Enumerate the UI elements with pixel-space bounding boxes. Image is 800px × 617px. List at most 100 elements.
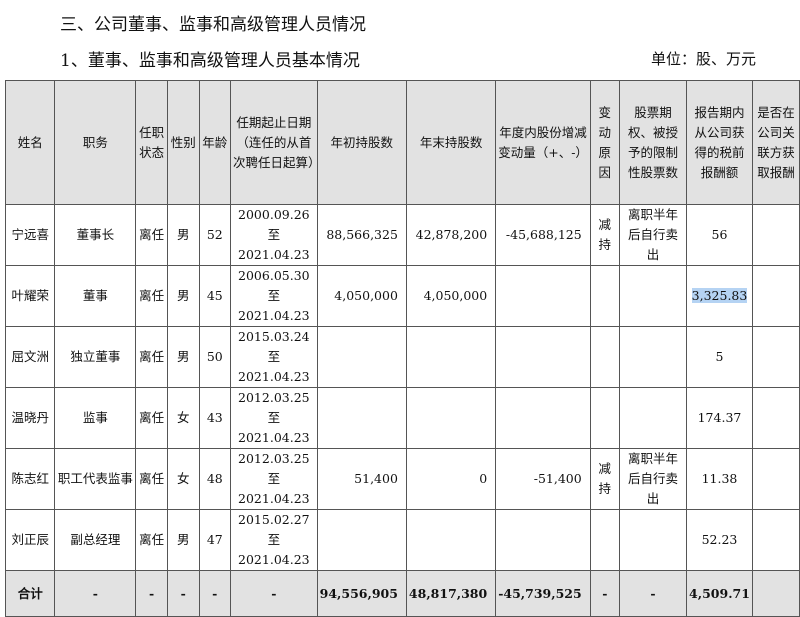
cell-text: 离任 [139, 532, 165, 547]
table-row: 陈志红 职工代表监事 离任女 48 2012.03.25 至 2021.04.23 51,… [4, 448, 800, 510]
table-cell: 离职半年后自行卖出 [618, 204, 688, 266]
table-cell: 11.38 [686, 448, 753, 510]
table-cell: 2015.03.24 至 2021.04.23 [230, 326, 318, 388]
table-cell [751, 204, 800, 266]
table-cell: 43 [198, 387, 232, 449]
table-cell: 离任 [135, 387, 168, 449]
cell-text: 离职半年后自行卖出 [627, 451, 678, 506]
cell-text: 2012.03.25 至 2021.04.23 [238, 390, 310, 445]
table-cell: 宁远喜 [4, 204, 56, 266]
table-cell [495, 265, 591, 327]
cell-text: 离任 [139, 288, 165, 303]
table-row: 温晓丹 监事 离任女 43 2012.03.25 至 2021.04.23 174.37 [4, 387, 800, 449]
cell-text: 男 [176, 288, 190, 303]
column-header: 任职状态 [135, 80, 168, 205]
table-cell: 48 [198, 448, 232, 510]
cell-text: 陈志红 [11, 471, 49, 486]
column-header: 变动原因 [589, 80, 620, 205]
table-cell: 2015.02.27 至 2021.04.23 [230, 509, 318, 571]
section-title: 三、公司董事、监事和高级管理人员情况 [60, 15, 366, 35]
table-cell: 2006.05.30 至 2021.04.23 [230, 265, 318, 327]
table-cell: 男 [166, 326, 200, 388]
total-cell: - [54, 570, 137, 617]
table-cell: 3,325.83 [686, 265, 753, 327]
column-header: 年度内股份增减变动量（+、-） [495, 80, 591, 205]
table-cell [405, 326, 497, 388]
table-cell [589, 265, 620, 327]
table-cell: 离任 [135, 204, 168, 266]
cell-text: 2006.05.30 至 2021.04.23 [238, 268, 310, 323]
cell-text: 刘正辰 [11, 532, 49, 547]
table-cell: 男 [166, 509, 200, 571]
total-cell: 48,817,380 [405, 570, 497, 617]
column-header: 年末持股数 [405, 80, 497, 205]
cell-text[interactable]: 3,325.83 [691, 288, 748, 303]
column-header: 年龄 [198, 80, 232, 205]
cell-text: 宁远喜 [11, 227, 49, 242]
cell-text: 董事长 [76, 227, 115, 242]
cell-text: 离任 [139, 410, 165, 425]
table-cell [751, 387, 800, 449]
table-row: 宁远喜 董事长 离任男 52 2000.09.26 至 2021.04.23 88,566… [4, 204, 800, 266]
table-cell: 0 [405, 448, 497, 510]
cell-text: 独立董事 [70, 349, 121, 364]
column-header: 职务 [54, 80, 137, 205]
table-cell: 2000.09.26 至 2021.04.23 [230, 204, 318, 266]
cell-text: 0 [479, 471, 488, 486]
table-cell: 174.37 [686, 387, 753, 449]
table-cell [589, 509, 620, 571]
cell-text: 52 [206, 227, 223, 242]
cell-text: 88,566,325 [326, 227, 398, 242]
table-cell [618, 509, 688, 571]
cell-text: 叶耀荣 [11, 288, 49, 303]
table-cell [316, 326, 407, 388]
cell-text: 5 [715, 349, 724, 364]
cell-text: 男 [176, 532, 190, 547]
table-cell: 叶耀荣 [4, 265, 56, 327]
table-cell: 男 [166, 265, 200, 327]
table-cell: -45,688,125 [495, 204, 591, 266]
cell-text: 离任 [139, 471, 165, 486]
cell-text: 副总经理 [70, 532, 121, 547]
table-cell [589, 326, 620, 388]
table-cell [618, 326, 688, 388]
cell-text: 离任 [139, 227, 165, 242]
cell-text: 离任 [139, 349, 165, 364]
table-cell [495, 326, 591, 388]
total-cell: - [198, 570, 232, 617]
table-cell [751, 265, 800, 327]
table-cell: 2012.03.25 至 2021.04.23 [230, 387, 318, 449]
table-cell: 董事长 [54, 204, 137, 266]
table-cell [405, 509, 497, 571]
cell-text: 董事 [82, 288, 108, 303]
table-cell: 温晓丹 [4, 387, 56, 449]
table-cell: 离任 [135, 265, 168, 327]
table-cell: 52 [198, 204, 232, 266]
cell-text: 4,050,000 [334, 288, 398, 303]
table-cell: 2012.03.25 至 2021.04.23 [230, 448, 318, 510]
total-cell: - [589, 570, 620, 617]
column-header: 任期起止日期（连任的从首次聘任日起算） [230, 80, 321, 205]
table-cell: 离任 [135, 509, 168, 571]
table-cell: 4,050,000 [316, 265, 407, 327]
table-cell [751, 326, 800, 388]
cell-text: 11.38 [701, 471, 738, 486]
cell-text: 50 [206, 349, 223, 364]
table-cell: 屈文洲 [4, 326, 56, 388]
cell-text: 56 [711, 227, 728, 242]
column-header: 报告期内从公司获得的税前报酬额 [686, 80, 753, 205]
cell-text: 48 [206, 471, 223, 486]
cell-text: 女 [176, 471, 190, 486]
total-cell: 合计 [4, 570, 56, 617]
table-cell [751, 509, 800, 571]
table-cell: 5 [686, 326, 753, 388]
table-cell: 减持 [589, 448, 620, 510]
subsection-title: 1、董事、监事和高级管理人员基本情况 [60, 51, 360, 71]
table-cell: 女 [166, 448, 200, 510]
table-cell: 离任 [135, 448, 168, 510]
cell-text: 监事 [82, 410, 108, 425]
total-cell: - [135, 570, 168, 617]
cell-text: 减持 [598, 217, 612, 252]
cell-text: 男 [176, 349, 190, 364]
table-cell [405, 387, 497, 449]
